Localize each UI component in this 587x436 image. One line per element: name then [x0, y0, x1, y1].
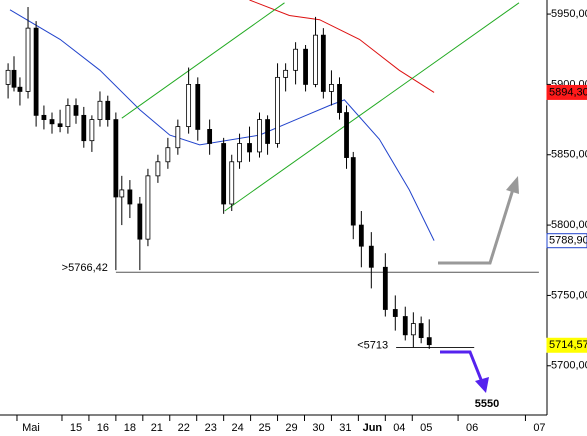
x-tick-label: 05: [420, 422, 432, 434]
candle-body: [410, 323, 416, 336]
x-tick-label: 16: [97, 422, 109, 434]
candle-body: [127, 189, 133, 205]
candle-body: [81, 114, 87, 142]
candle-body: [49, 119, 55, 125]
candle-body: [175, 126, 181, 149]
candle-body: [25, 27, 31, 92]
candle-body: [221, 143, 227, 205]
up-arrow-head: [506, 176, 519, 194]
candle-body: [344, 112, 349, 158]
annotation: 5550: [475, 398, 499, 410]
candle-body: [303, 48, 308, 85]
candle-body: [57, 123, 63, 128]
y-tick-label: 5950,00: [551, 8, 587, 20]
candle-body: [402, 316, 408, 336]
up-arrow: [438, 185, 516, 265]
candle-body: [247, 143, 252, 153]
candle-body: [119, 189, 125, 198]
candle-body: [358, 224, 364, 247]
candle-body: [418, 323, 424, 339]
candle-body: [89, 119, 95, 142]
candle-body: [229, 161, 235, 205]
candle-body: [257, 119, 262, 153]
line: [121, 2, 285, 119]
x-tick-label: 21: [151, 422, 163, 434]
candle-body: [283, 69, 289, 78]
candle-body: [165, 147, 171, 163]
candle-body: [382, 266, 388, 310]
x-tick-label: 30: [312, 422, 324, 434]
candle-body: [17, 86, 23, 92]
candle-body: [33, 27, 39, 116]
y-tick-label: 5850,00: [551, 149, 587, 161]
x-tick-label: 22: [178, 422, 190, 434]
candle-body: [426, 337, 432, 346]
candle-body: [73, 105, 79, 116]
x-tick-label: 15: [70, 422, 82, 434]
y-tick-label: 5700,00: [551, 360, 587, 372]
y-tick-label: 5800,00: [551, 219, 587, 231]
x-tick-label: 25: [258, 422, 270, 434]
price-label: 5788,90: [549, 235, 587, 247]
plot: [5, 0, 539, 349]
down-arrow: [440, 350, 484, 383]
candle-body: [5, 69, 11, 85]
candle-body: [293, 48, 298, 71]
candle-body: [237, 143, 242, 163]
candle-body: [320, 34, 326, 92]
candle-body: [313, 34, 318, 85]
candle-body: [265, 119, 270, 144]
candle-body: [350, 157, 356, 226]
candle-body: [11, 69, 17, 88]
candle-body: [65, 105, 71, 128]
x-tick-label: 23: [205, 422, 217, 434]
candle-body: [145, 175, 151, 240]
candle-body: [105, 100, 111, 120]
x-tick-label: 07: [533, 422, 545, 434]
x-tick-label: Jun: [363, 422, 383, 434]
plot-area: [0, 0, 547, 415]
x-tick-label: Mai: [22, 422, 40, 434]
y-tick-label: 5750,00: [551, 289, 587, 301]
x-tick-label: 31: [339, 422, 351, 434]
candle-body: [337, 84, 342, 113]
candle-body: [195, 84, 201, 130]
price-label: 5714,57: [549, 339, 587, 351]
line: [224, 2, 520, 212]
candle-body: [368, 245, 374, 268]
x-tick-label: 29: [285, 422, 297, 434]
annotation: >5766,42: [62, 262, 108, 274]
x-tick-label: 18: [124, 422, 136, 434]
price-box: [546, 233, 587, 249]
x-tick-label: 24: [232, 422, 244, 434]
price-box: [546, 337, 587, 353]
down-arrow-head: [475, 377, 489, 393]
price-label: 5894,30: [549, 86, 587, 98]
candle-body: [329, 84, 334, 92]
candle-body: [186, 84, 192, 128]
candle-body: [137, 203, 143, 240]
candle-body: [97, 100, 103, 120]
candle-body: [392, 309, 398, 317]
price-box: [546, 84, 587, 100]
candle-body: [113, 119, 119, 198]
line: [249, 0, 435, 93]
annotation: <5713: [357, 339, 388, 351]
x-tick-label: 06: [466, 422, 478, 434]
candle-body: [155, 161, 161, 177]
candle-body: [275, 76, 280, 144]
candle-body: [207, 129, 213, 144]
candle-body: [41, 114, 47, 120]
x-tick-label: 04: [393, 422, 405, 434]
